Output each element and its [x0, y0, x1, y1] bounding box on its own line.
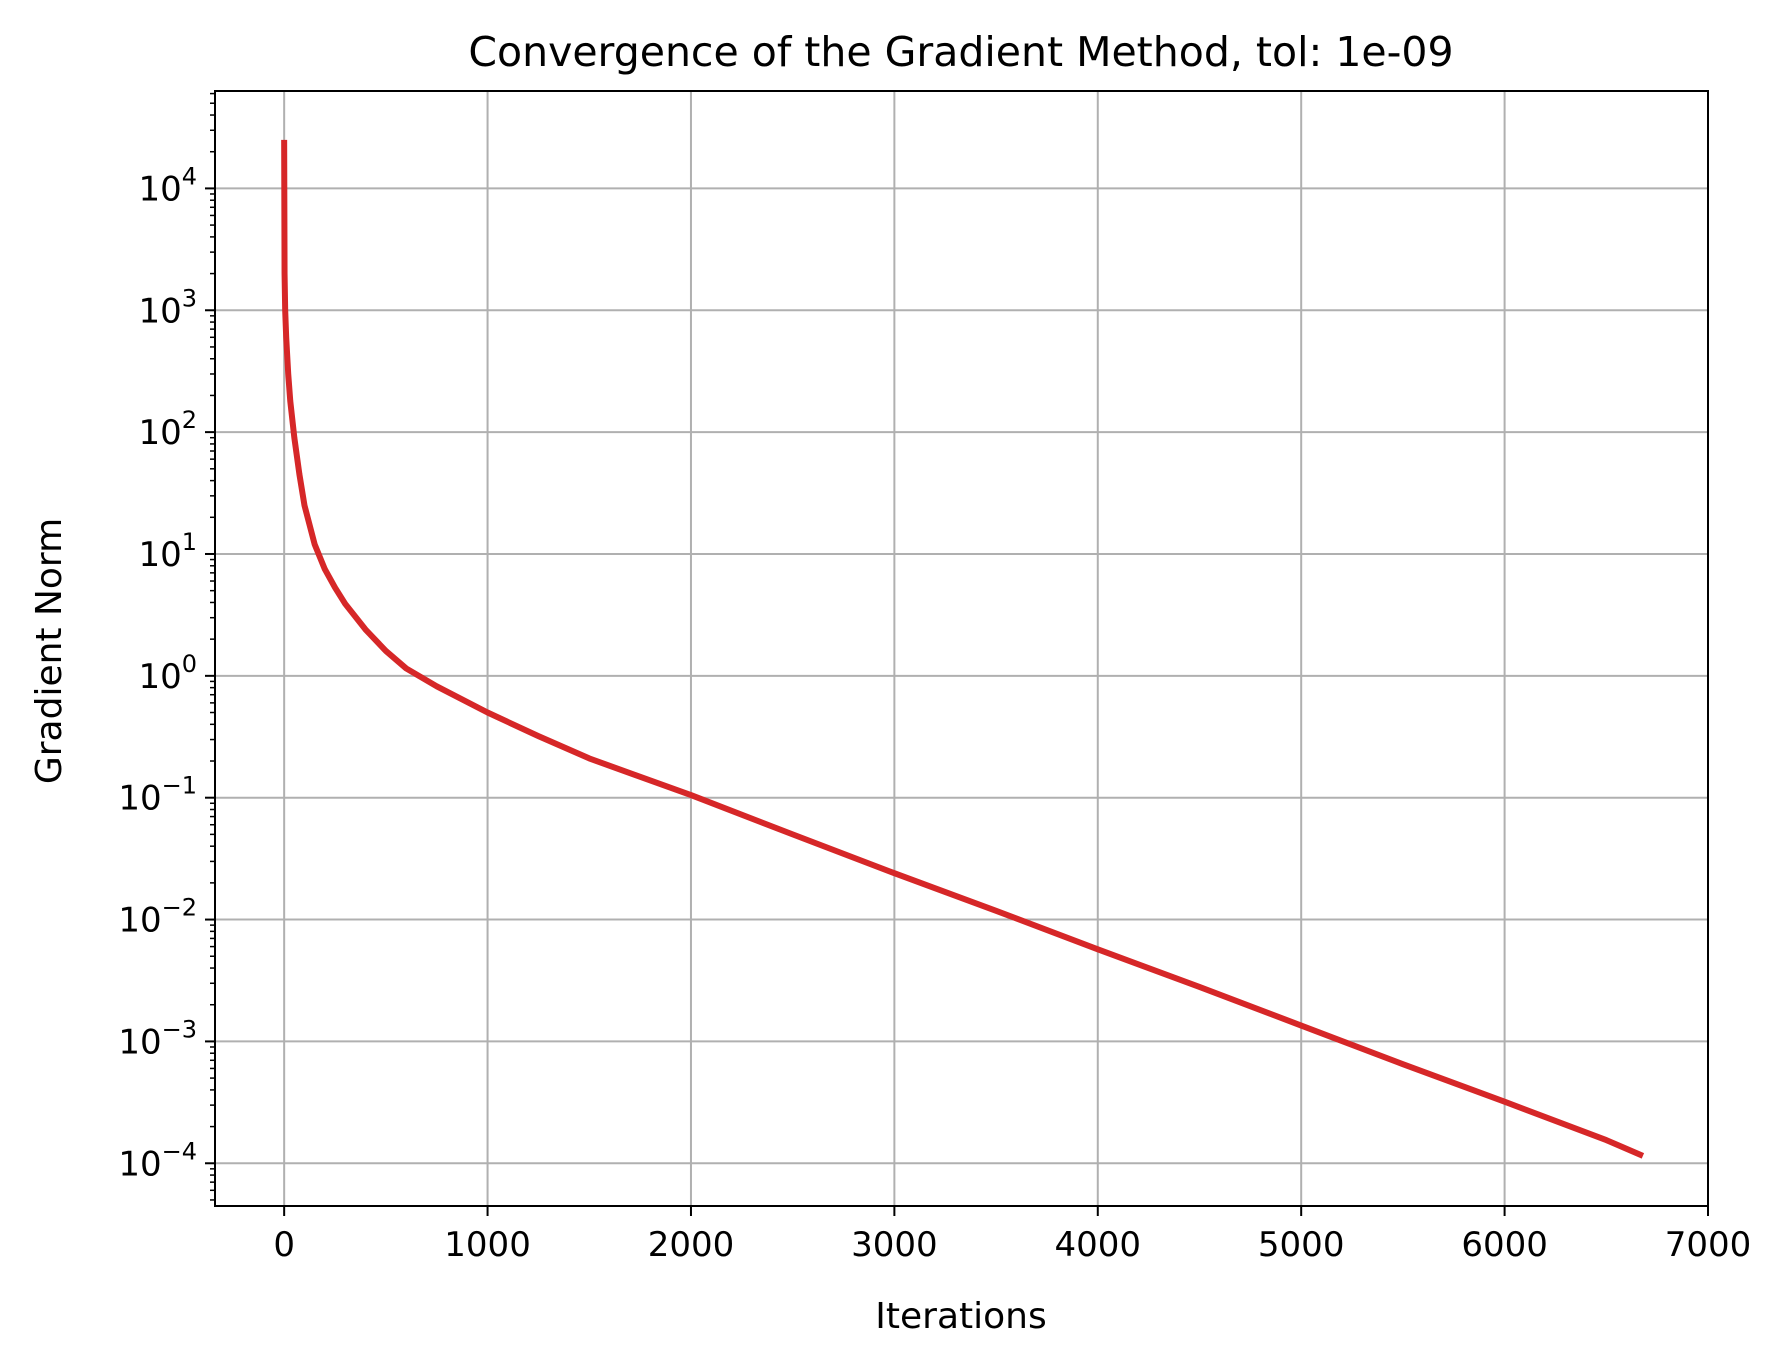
y-tick-label: 10−4: [118, 1137, 197, 1184]
x-tick-label: 5000: [1258, 1225, 1345, 1265]
y-tick-label: 101: [138, 528, 197, 575]
y-tick-label: 10−1: [118, 772, 197, 819]
series-layer: [281, 139, 1645, 1159]
axis-ticks: 0 1000 2000 3000 4000 5000 6000 7000 104 103 102 10…: [118, 92, 1752, 1265]
grid-lines: [215, 91, 1709, 1206]
y-axis-label: Gradient Norm: [29, 518, 70, 784]
plot-frame: [214, 90, 1709, 1207]
x-tick-label: 6000: [1461, 1225, 1548, 1265]
y-tick-label: 100: [138, 650, 197, 697]
x-tick-label: 0: [273, 1225, 295, 1265]
x-tick-label: 3000: [851, 1225, 938, 1265]
chart-title: Convergence of the Gradient Method, tol:…: [468, 28, 1453, 76]
x-tick-label: 4000: [1055, 1225, 1142, 1265]
x-tick-label: 1000: [444, 1225, 531, 1265]
y-tick-label: 103: [138, 284, 197, 331]
series-line-0: [281, 139, 1645, 1159]
x-tick-label: 7000: [1665, 1225, 1752, 1265]
x-tick-label: 2000: [648, 1225, 735, 1265]
y-tick-label: 102: [138, 406, 197, 453]
y-tick-label: 104: [138, 162, 197, 209]
x-axis-label: Iterations: [875, 1296, 1046, 1337]
y-tick-label: 10−2: [118, 894, 197, 941]
y-tick-label: 10−3: [118, 1015, 197, 1062]
